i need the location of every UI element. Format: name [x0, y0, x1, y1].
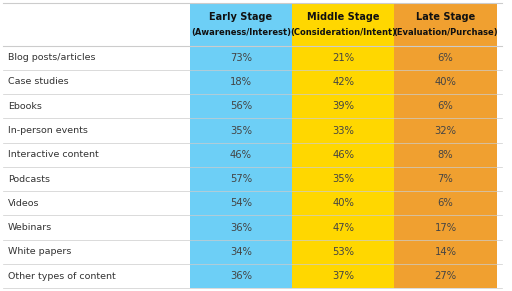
Bar: [394, 118, 497, 143]
Text: 40%: 40%: [435, 77, 456, 87]
Text: 33%: 33%: [332, 125, 354, 136]
Text: Interactive content: Interactive content: [8, 150, 98, 159]
Text: Webinars: Webinars: [8, 223, 52, 232]
Text: 35%: 35%: [332, 174, 354, 184]
Text: 34%: 34%: [230, 247, 252, 257]
Text: 18%: 18%: [230, 77, 252, 87]
Text: Case studies: Case studies: [8, 77, 69, 86]
Bar: [190, 191, 292, 215]
Text: Ebooks: Ebooks: [8, 102, 41, 111]
Text: 6%: 6%: [438, 53, 453, 63]
Text: 32%: 32%: [435, 125, 456, 136]
Bar: [292, 191, 394, 215]
Bar: [190, 215, 292, 240]
Text: (Evaluation/Purchase): (Evaluation/Purchase): [393, 28, 498, 37]
Bar: [292, 167, 394, 191]
Bar: [394, 143, 497, 167]
Text: 21%: 21%: [332, 53, 354, 63]
Bar: [190, 240, 292, 264]
Text: Middle Stage: Middle Stage: [307, 12, 379, 22]
Bar: [292, 240, 394, 264]
Bar: [190, 3, 292, 46]
Text: 14%: 14%: [435, 247, 456, 257]
Text: 7%: 7%: [438, 174, 453, 184]
Bar: [292, 46, 394, 70]
Text: 27%: 27%: [434, 271, 457, 281]
Text: 46%: 46%: [230, 150, 252, 160]
Bar: [190, 70, 292, 94]
Bar: [190, 46, 292, 70]
Text: Podcasts: Podcasts: [8, 175, 50, 184]
Text: 36%: 36%: [230, 223, 252, 233]
Text: (Consideration/Intent): (Consideration/Intent): [290, 28, 396, 37]
Bar: [190, 143, 292, 167]
Bar: [190, 264, 292, 288]
Text: White papers: White papers: [8, 247, 71, 256]
Text: 47%: 47%: [332, 223, 354, 233]
Text: 53%: 53%: [332, 247, 354, 257]
Text: 39%: 39%: [332, 101, 354, 111]
Text: 73%: 73%: [230, 53, 252, 63]
Text: 17%: 17%: [434, 223, 457, 233]
Text: 40%: 40%: [332, 198, 354, 208]
Text: Videos: Videos: [8, 199, 39, 208]
Text: 35%: 35%: [230, 125, 252, 136]
Text: 37%: 37%: [332, 271, 354, 281]
Text: 46%: 46%: [332, 150, 354, 160]
Text: (Awareness/Interest): (Awareness/Interest): [191, 28, 291, 37]
Text: 8%: 8%: [438, 150, 453, 160]
Text: 6%: 6%: [438, 198, 453, 208]
Bar: [394, 3, 497, 46]
Bar: [394, 264, 497, 288]
Bar: [394, 167, 497, 191]
Text: In-person events: In-person events: [8, 126, 88, 135]
Text: Early Stage: Early Stage: [209, 12, 272, 22]
Text: Blog posts/articles: Blog posts/articles: [8, 53, 95, 62]
Bar: [190, 94, 292, 118]
Bar: [292, 94, 394, 118]
Bar: [292, 118, 394, 143]
Bar: [292, 264, 394, 288]
Text: 57%: 57%: [230, 174, 252, 184]
Bar: [190, 167, 292, 191]
Text: 54%: 54%: [230, 198, 252, 208]
Bar: [394, 46, 497, 70]
Bar: [292, 3, 394, 46]
Text: 36%: 36%: [230, 271, 252, 281]
Text: Other types of content: Other types of content: [8, 272, 116, 281]
Bar: [190, 118, 292, 143]
Bar: [394, 215, 497, 240]
Text: 6%: 6%: [438, 101, 453, 111]
Bar: [394, 94, 497, 118]
Bar: [394, 70, 497, 94]
Bar: [292, 215, 394, 240]
Text: 42%: 42%: [332, 77, 354, 87]
Bar: [292, 143, 394, 167]
Text: Late Stage: Late Stage: [416, 12, 475, 22]
Bar: [394, 240, 497, 264]
Text: 56%: 56%: [230, 101, 252, 111]
Bar: [292, 70, 394, 94]
Bar: [394, 191, 497, 215]
